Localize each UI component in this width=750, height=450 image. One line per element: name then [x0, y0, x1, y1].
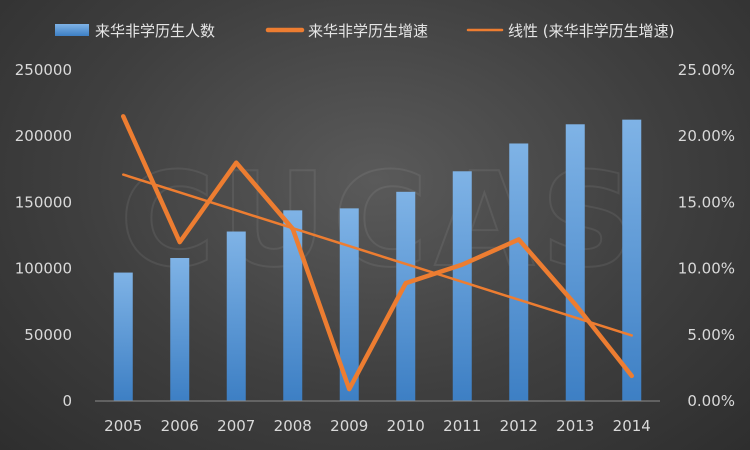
left-axis-ticks: 0 50000 100000 150000 200000 250000 [15, 61, 72, 410]
bar [113, 272, 133, 401]
bar [509, 143, 529, 401]
legend-item: 线性 (来华非学历生增速) [466, 22, 674, 40]
bar [339, 208, 359, 401]
bar [565, 124, 585, 401]
legend-swatch-bar [55, 24, 89, 36]
x-tick-label: 2009 [330, 417, 368, 435]
x-tick-label: 2006 [161, 417, 199, 435]
left-tick-label: 200000 [15, 127, 72, 145]
right-axis-ticks: 0.00% 5.00% 10.00% 15.00% 20.00% 25.00% [678, 61, 735, 410]
bar [396, 191, 416, 401]
trendline [122, 173, 633, 337]
bar [622, 119, 642, 402]
bar [452, 171, 472, 401]
line-series [121, 114, 634, 392]
bar [226, 231, 246, 401]
left-tick-label: 50000 [24, 326, 72, 344]
left-tick-label: 150000 [15, 193, 72, 211]
bar [283, 210, 303, 401]
x-tick-label: 2008 [274, 417, 312, 435]
legend-label: 来华非学历生人数 [95, 22, 215, 40]
legend-label: 线性 (来华非学历生增速) [508, 22, 674, 40]
legend-item: 来华非学历生增速 [265, 22, 428, 40]
x-tick-label: 2012 [500, 417, 538, 435]
x-tick-label: 2007 [217, 417, 255, 435]
left-tick-label: 250000 [15, 61, 72, 79]
x-tick-label: 2010 [387, 417, 425, 435]
right-tick-label: 5.00% [687, 326, 735, 344]
x-tick-label: 2014 [613, 417, 651, 435]
right-tick-label: 20.00% [678, 127, 735, 145]
right-tick-label: 25.00% [678, 61, 735, 79]
right-tick-label: 15.00% [678, 193, 735, 211]
right-tick-label: 10.00% [678, 260, 735, 278]
right-tick-label: 0.00% [687, 392, 735, 410]
legend-item: 来华非学历生人数 [55, 22, 215, 40]
left-tick-label: 0 [62, 392, 72, 410]
x-tick-label: 2013 [556, 417, 594, 435]
x-tick-label: 2005 [104, 417, 142, 435]
x-tick-label: 2011 [443, 417, 481, 435]
left-tick-label: 100000 [15, 260, 72, 278]
bar-series [113, 119, 642, 402]
legend-label: 来华非学历生增速 [308, 22, 428, 40]
legend: 来华非学历生人数 来华非学历生增速 线性 (来华非学历生增速) [55, 22, 674, 40]
x-axis-ticks: 2005 2006 2007 2008 2009 2010 2011 2012 2013 2014 [104, 417, 651, 435]
bar [170, 258, 190, 401]
